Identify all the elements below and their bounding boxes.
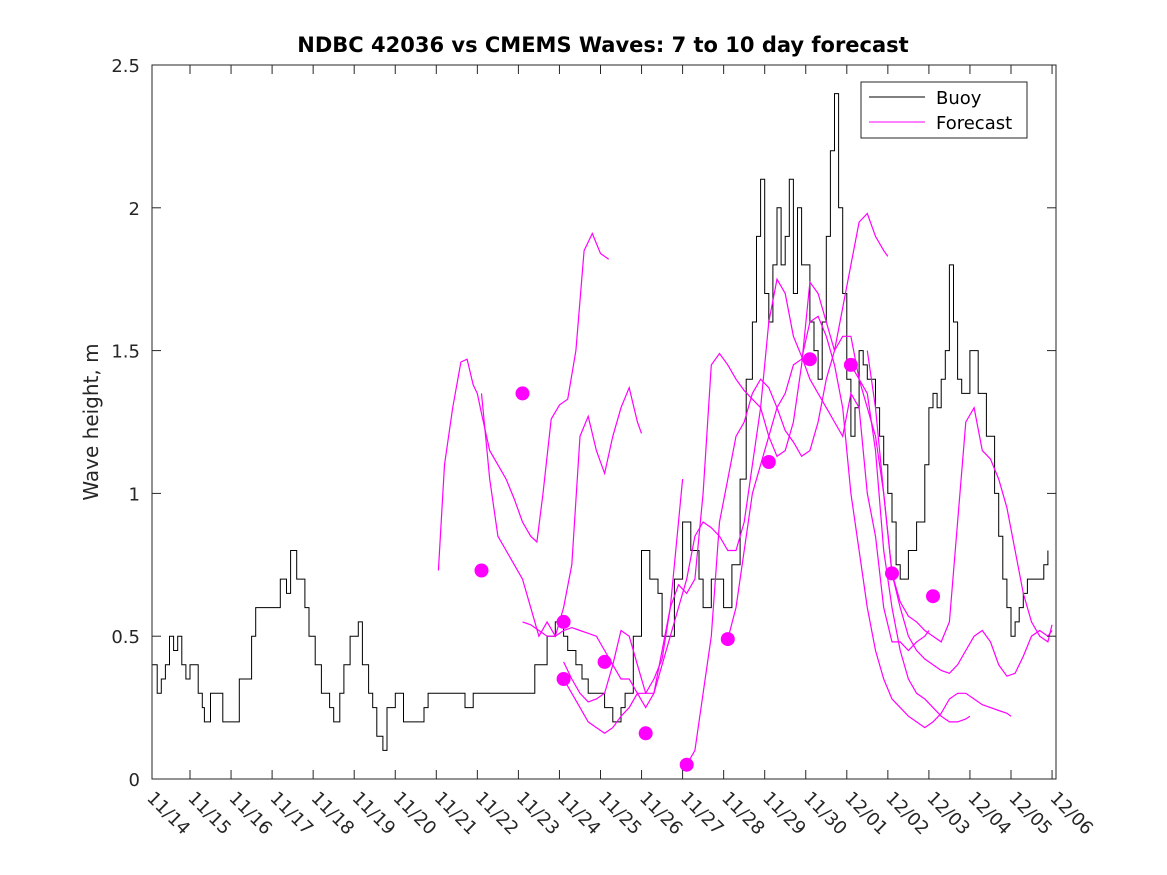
forecast-start-marker: [885, 566, 899, 581]
forecast-line-4: [563, 212, 889, 703]
legend: Buoy Forecast: [860, 81, 1028, 139]
legend-forecast-label: Forecast: [936, 113, 1012, 134]
forecast-line-7: [727, 315, 1012, 729]
y-tick-label: 1: [129, 484, 140, 505]
plot-area: [152, 65, 1056, 779]
forecast-start-marker: [843, 357, 858, 372]
forecast-start-marker: [556, 672, 571, 686]
forecast-line-6: [686, 335, 971, 765]
y-tick-label: 0: [129, 770, 140, 791]
y-tick-label: 1.5: [111, 342, 140, 363]
forecast-start-marker: [926, 589, 940, 604]
forecast-start-marker: [761, 455, 776, 469]
forecast-start-marker: [638, 726, 653, 741]
forecast-line-5: [563, 277, 930, 735]
forecast-start-marker: [556, 614, 571, 629]
forecast-start-marker: [597, 654, 612, 669]
series-layer: [152, 93, 1053, 765]
forecast-start-marker: [720, 632, 735, 647]
forecast-start-marker: [679, 757, 694, 772]
chart-title: NDBC 42036 vs CMEMS Waves: 7 to 10 day f…: [297, 33, 908, 57]
y-tick-label: 2: [129, 199, 140, 220]
legend-buoy-label: Buoy: [936, 88, 982, 109]
forecast-line-2: [480, 385, 643, 638]
forecast-line-1: [437, 232, 610, 571]
marker-layer: [474, 352, 940, 772]
y-tick-label: 2.5: [111, 56, 140, 77]
plot-frame: [151, 64, 1057, 780]
buoy-line: [152, 93, 1049, 751]
forecast-start-marker: [802, 352, 817, 367]
legend-box: [860, 81, 1028, 139]
forecast-start-marker: [515, 386, 530, 401]
forecast-start-marker: [474, 563, 489, 578]
forecast-line-9: [866, 350, 1053, 677]
y-axis: 0 0.5 1 1.5 2 2.5: [111, 56, 1056, 791]
y-tick-label: 0.5: [111, 627, 140, 648]
y-axis-label: Wave height, m: [79, 343, 103, 500]
